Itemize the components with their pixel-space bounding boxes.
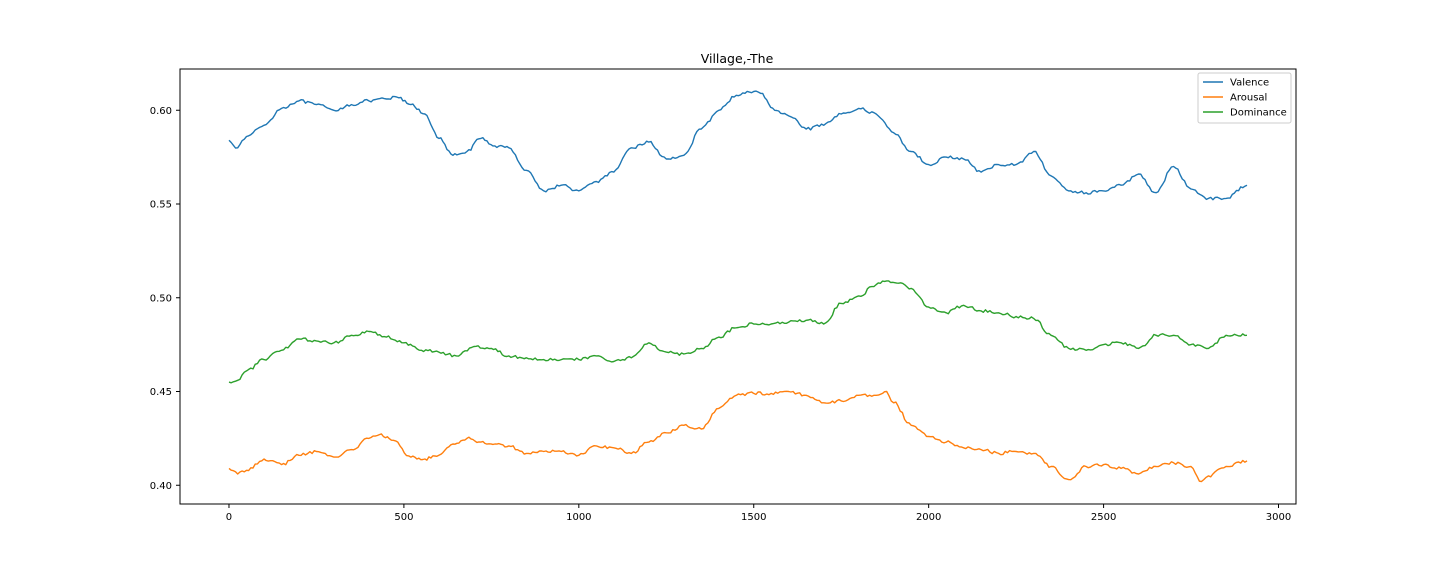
y-tick-label: 0.45 xyxy=(150,387,172,398)
x-tick-label: 1500 xyxy=(741,512,766,523)
x-tick-label: 3000 xyxy=(1266,512,1291,523)
series-line-arousal xyxy=(228,390,1248,483)
x-tick-label: 1000 xyxy=(566,512,591,523)
x-tick-label: 2500 xyxy=(1091,512,1116,523)
chart-title: Village,-The xyxy=(701,51,774,66)
legend-label-valence: Valence xyxy=(1230,78,1269,89)
x-tick-label: 2000 xyxy=(916,512,941,523)
series-line-dominance xyxy=(228,280,1248,384)
y-tick-label: 0.40 xyxy=(150,481,172,492)
legend-box xyxy=(1197,72,1292,124)
y-axis: 0.40 0.45 0.50 0.55 0.60 xyxy=(150,106,180,492)
series-line-valence xyxy=(228,90,1248,201)
x-axis: 0 500 1000 1500 2000 2500 3000 xyxy=(226,504,1291,523)
legend-label-arousal: Arousal xyxy=(1230,93,1267,104)
legend: Valence Arousal Dominance xyxy=(1197,72,1292,124)
y-tick-label: 0.55 xyxy=(150,200,172,211)
y-tick-label: 0.60 xyxy=(150,106,172,117)
plot-frame xyxy=(179,68,1297,505)
legend-label-dominance: Dominance xyxy=(1230,108,1287,119)
y-tick-label: 0.50 xyxy=(150,293,172,304)
series-layer xyxy=(228,90,1248,483)
x-tick-label: 0 xyxy=(226,512,232,523)
x-tick-label: 500 xyxy=(394,512,413,523)
